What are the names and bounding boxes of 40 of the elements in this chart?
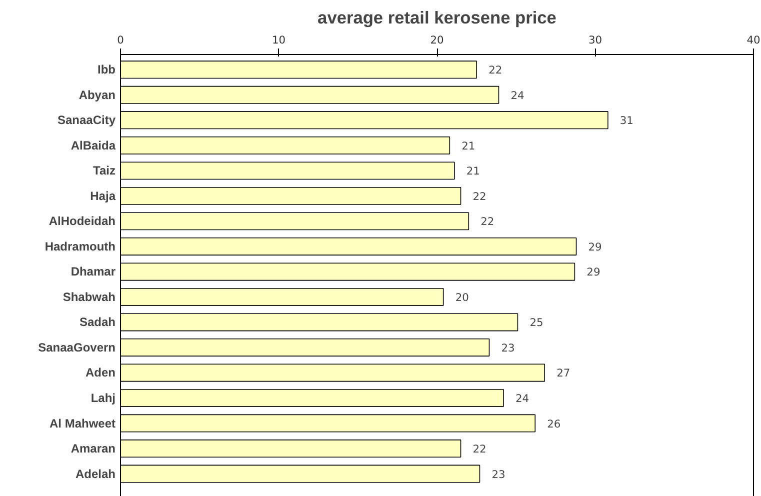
- data-label: 22: [472, 442, 486, 456]
- x-tick-label: 40: [746, 34, 760, 46]
- y-tick-label: Aden: [86, 366, 116, 380]
- data-label: 29: [588, 240, 602, 254]
- y-tick-label: Ibb: [98, 62, 116, 77]
- data-label: 26: [547, 417, 561, 430]
- y-tick-label: Sadah: [79, 315, 116, 330]
- y-tick-label: Dhamar: [70, 264, 116, 279]
- data-label: 31: [620, 114, 634, 128]
- data-label: 23: [501, 341, 515, 354]
- chart-title: average retail kerosene price: [318, 8, 557, 28]
- data-label: 21: [462, 139, 476, 152]
- y-tick-label: Al Mahweet: [49, 416, 116, 430]
- data-label: 22: [472, 190, 486, 203]
- data-label: 24: [510, 88, 524, 102]
- x-tick-label: 0: [117, 34, 124, 46]
- y-tick-label: Taiz: [93, 164, 116, 178]
- y-tick-label: Abyan: [78, 88, 116, 102]
- y-tick-label: Shabwah: [62, 290, 116, 304]
- y-tick-label: AlBaida: [70, 138, 116, 152]
- data-label: 20: [455, 290, 470, 304]
- y-tick-label: Adelah: [75, 466, 116, 481]
- y-tick-label: Haja: [90, 188, 116, 203]
- y-tick-label: AlHodeidah: [48, 214, 116, 228]
- x-tick-label: 20: [430, 34, 444, 46]
- y-tick-label: Hadramouth: [44, 239, 116, 254]
- x-tick-label: 10: [272, 34, 286, 46]
- data-label: 27: [556, 366, 570, 380]
- y-tick-label: Lahj: [90, 390, 116, 405]
- y-tick-label: SanaaGovern: [38, 340, 116, 354]
- y-tick-label: Amaran: [70, 442, 116, 456]
- data-label: 23: [492, 468, 506, 481]
- data-label: 29: [586, 266, 600, 279]
- data-label: 24: [515, 392, 530, 405]
- y-tick-label: SanaaCity: [57, 113, 116, 128]
- data-label: 25: [530, 316, 544, 330]
- x-tick-label: 30: [588, 34, 602, 46]
- data-label: 22: [480, 215, 494, 228]
- data-label: 22: [488, 64, 502, 77]
- data-label: 21: [466, 164, 480, 178]
